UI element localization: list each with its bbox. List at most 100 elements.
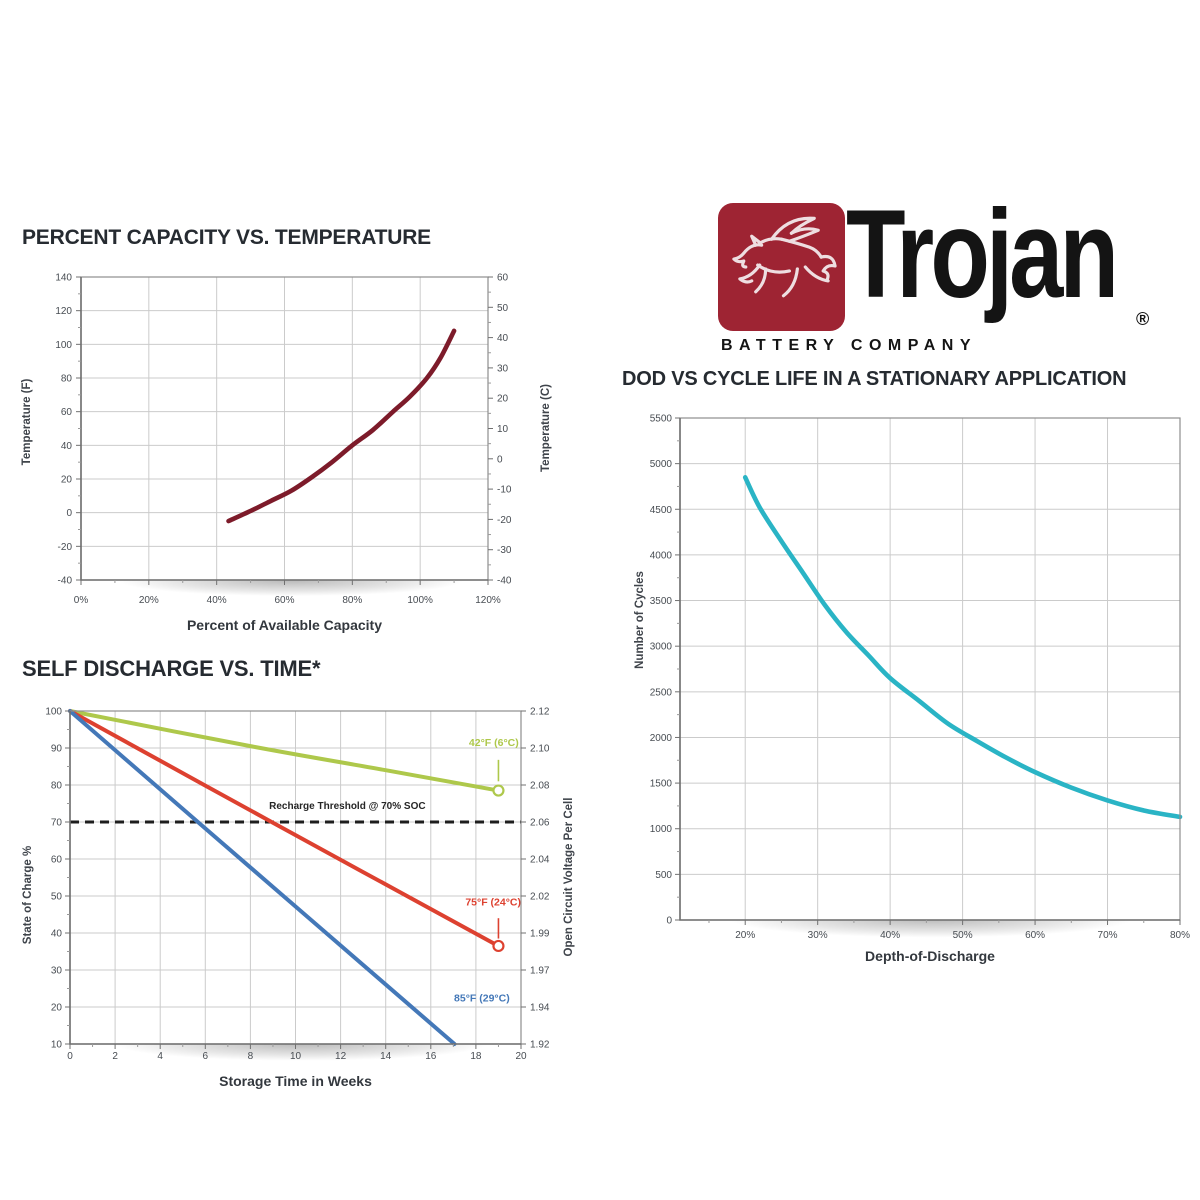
svg-text:70%: 70% — [1098, 930, 1118, 941]
dod-cycle-life-chart: 5500 5000 4500 4000 3500 3000 2500 2000 1500 1000… — [634, 414, 1190, 965]
svg-text:0: 0 — [497, 454, 503, 465]
self-discharge-chart: Recharge Threshold @ 70% SOC 42°F (6°C) 75… — [22, 707, 575, 1090]
pegasus-icon — [732, 216, 837, 298]
svg-text:-10: -10 — [497, 485, 512, 496]
self-discharge-vs-time-title: SELF DISCHARGE VS. TIME* — [22, 656, 321, 681]
svg-text:20: 20 — [61, 475, 73, 486]
svg-text:80: 80 — [61, 374, 73, 385]
svg-text:Open Circuit Voltage Per Cell: Open Circuit Voltage Per Cell — [563, 798, 575, 957]
svg-text:8: 8 — [248, 1051, 254, 1062]
svg-text:2.08: 2.08 — [530, 781, 550, 792]
capacity-vs-temperature-title: PERCENT CAPACITY VS. TEMPERATURE — [22, 226, 431, 249]
svg-text:40: 40 — [51, 929, 63, 940]
svg-text:120: 120 — [55, 306, 72, 317]
svg-text:20%: 20% — [139, 595, 159, 606]
svg-text:50: 50 — [51, 892, 63, 903]
svg-text:100%: 100% — [407, 595, 433, 606]
dod-vs-cycle-life-title: DOD VS CYCLE LIFE IN A STATIONARY APPLIC… — [622, 368, 1127, 390]
svg-text:2.02: 2.02 — [530, 892, 550, 903]
svg-text:State of Charge %: State of Charge % — [22, 846, 34, 944]
svg-text:50%: 50% — [953, 930, 973, 941]
svg-text:30%: 30% — [808, 930, 828, 941]
svg-text:1.94: 1.94 — [530, 1003, 550, 1014]
svg-text:1500: 1500 — [650, 779, 673, 790]
svg-text:60: 60 — [51, 855, 63, 866]
svg-text:20: 20 — [515, 1051, 527, 1062]
svg-text:10: 10 — [51, 1040, 63, 1051]
svg-text:60%: 60% — [274, 595, 294, 606]
svg-text:1.97: 1.97 — [530, 966, 550, 977]
svg-text:20: 20 — [497, 394, 509, 405]
svg-text:40%: 40% — [880, 930, 900, 941]
svg-text:-20: -20 — [58, 542, 73, 553]
svg-text:1.92: 1.92 — [530, 1040, 550, 1051]
svg-text:20: 20 — [51, 1003, 63, 1014]
svg-text:14: 14 — [380, 1051, 392, 1062]
svg-text:75°F (24°C): 75°F (24°C) — [465, 896, 521, 908]
svg-text:Temperature (F): Temperature (F) — [21, 378, 33, 465]
svg-text:4500: 4500 — [650, 505, 673, 516]
svg-text:30: 30 — [497, 363, 509, 374]
svg-text:-20: -20 — [497, 515, 512, 526]
svg-text:12: 12 — [335, 1051, 347, 1062]
svg-text:80%: 80% — [1170, 930, 1190, 941]
svg-text:4: 4 — [157, 1051, 163, 1062]
svg-text:40: 40 — [61, 441, 73, 452]
brand-subtitle: BATTERY COMPANY — [721, 337, 978, 354]
svg-text:6: 6 — [203, 1051, 209, 1062]
svg-text:120%: 120% — [475, 595, 501, 606]
trojan-logo-badge — [718, 203, 845, 331]
svg-text:1.99: 1.99 — [530, 929, 550, 940]
capacity-vs-temperature-chart: 140120100806040200-20-406050403020100-10… — [21, 273, 552, 634]
svg-text:Number of Cycles: Number of Cycles — [634, 571, 646, 669]
svg-text:2000: 2000 — [650, 733, 673, 744]
svg-text:2.12: 2.12 — [530, 707, 550, 718]
svg-text:Depth-of-Discharge: Depth-of-Discharge — [865, 948, 995, 964]
svg-text:0: 0 — [666, 916, 672, 927]
svg-text:80%: 80% — [342, 595, 362, 606]
svg-text:2: 2 — [112, 1051, 118, 1062]
svg-text:1000: 1000 — [650, 824, 673, 835]
svg-text:0: 0 — [67, 1051, 73, 1062]
brand-wordmark: Trojan — [846, 185, 1119, 324]
svg-text:5000: 5000 — [650, 459, 673, 470]
svg-text:Temperature (C): Temperature (C) — [540, 384, 552, 472]
svg-text:2500: 2500 — [650, 687, 673, 698]
svg-text:4000: 4000 — [650, 550, 673, 561]
svg-text:80: 80 — [51, 781, 63, 792]
svg-text:40%: 40% — [207, 595, 227, 606]
svg-text:140: 140 — [55, 273, 72, 284]
svg-text:100: 100 — [55, 340, 72, 351]
svg-text:Percent of Available Capacity: Percent of Available Capacity — [187, 617, 382, 633]
svg-text:0%: 0% — [74, 595, 89, 606]
svg-text:-30: -30 — [497, 545, 512, 556]
svg-text:60: 60 — [61, 407, 73, 418]
registered-trademark-icon: ® — [1136, 309, 1150, 329]
svg-text:42°F (6°C): 42°F (6°C) — [469, 737, 519, 749]
svg-text:2.10: 2.10 — [530, 744, 550, 755]
svg-text:30: 30 — [51, 966, 63, 977]
svg-text:50: 50 — [497, 303, 509, 314]
svg-text:60%: 60% — [1025, 930, 1045, 941]
svg-text:10: 10 — [497, 424, 509, 435]
svg-text:18: 18 — [470, 1051, 482, 1062]
svg-text:70: 70 — [51, 818, 63, 829]
svg-text:0: 0 — [66, 508, 72, 519]
svg-text:-40: -40 — [58, 576, 73, 587]
svg-text:90: 90 — [51, 744, 63, 755]
svg-text:85°F (29°C): 85°F (29°C) — [454, 992, 510, 1004]
svg-text:10: 10 — [290, 1051, 302, 1062]
svg-text:40: 40 — [497, 333, 509, 344]
svg-text:20%: 20% — [735, 930, 755, 941]
svg-text:5500: 5500 — [650, 414, 673, 425]
svg-text:2.06: 2.06 — [530, 818, 550, 829]
svg-text:2.04: 2.04 — [530, 855, 550, 866]
svg-text:3500: 3500 — [650, 596, 673, 607]
svg-text:60: 60 — [497, 273, 509, 284]
svg-text:3000: 3000 — [650, 642, 673, 653]
svg-text:Recharge Threshold @ 70% SOC: Recharge Threshold @ 70% SOC — [269, 801, 425, 812]
svg-text:100: 100 — [45, 707, 62, 718]
svg-text:16: 16 — [425, 1051, 437, 1062]
svg-text:-40: -40 — [497, 576, 512, 587]
